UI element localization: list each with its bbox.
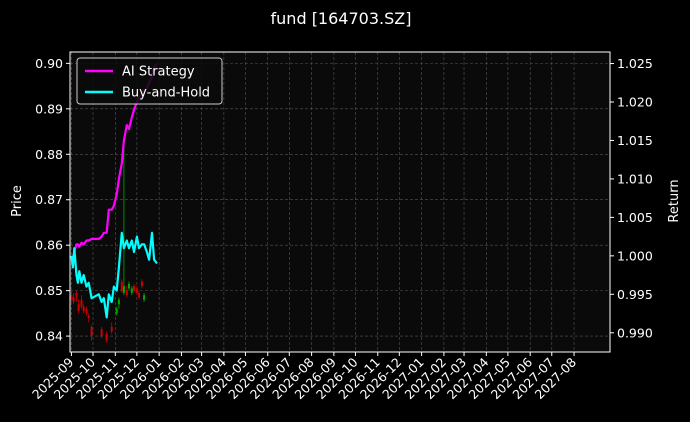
candle-body xyxy=(105,333,108,341)
y-left-tick-label: 0.87 xyxy=(35,192,63,207)
candle-body xyxy=(87,315,90,318)
candle-body xyxy=(110,327,113,332)
candle-body xyxy=(140,281,143,287)
candle-body xyxy=(80,299,83,307)
candle-body xyxy=(77,304,80,312)
candle-body xyxy=(70,295,73,300)
candle-body xyxy=(85,308,88,314)
candle-body xyxy=(117,299,120,305)
candle-body xyxy=(75,292,78,298)
y-right-tick-label: 1.025 xyxy=(617,56,653,71)
candle-body xyxy=(138,292,141,298)
y-left-tick-label: 0.85 xyxy=(35,283,63,298)
plot-frame xyxy=(69,51,611,353)
y-left-tick-label: 0.90 xyxy=(35,56,63,71)
y-left-tick-label: 0.89 xyxy=(35,101,63,116)
y-right-tick-label: 1.015 xyxy=(617,133,653,148)
candle-body xyxy=(115,308,118,314)
candle-body xyxy=(100,329,103,337)
y-right-tick-label: 1.010 xyxy=(617,171,653,186)
y-axis-left-title: Price xyxy=(10,185,25,217)
candle-body xyxy=(122,286,125,293)
y-left-tick-label: 0.88 xyxy=(35,147,63,162)
candle-body xyxy=(72,297,75,302)
chart-title: fund [164703.SZ] xyxy=(271,9,412,28)
y-right-tick-label: 0.995 xyxy=(617,287,653,302)
y-right-tick-label: 1.005 xyxy=(617,210,653,225)
candle-body xyxy=(143,295,146,300)
candle-body xyxy=(130,288,133,293)
legend-box xyxy=(76,57,223,105)
candle-body xyxy=(82,306,85,312)
series-line-buy-and-hold xyxy=(70,231,158,319)
candle-body xyxy=(132,286,135,291)
candle-body xyxy=(90,327,93,337)
y-right-tick-label: 1.020 xyxy=(617,95,653,110)
candle-body xyxy=(127,283,130,289)
legend: AI Strategy Buy-and-Hold xyxy=(76,57,223,105)
axes: 0.84 0.85 0.86 0.87 0.88 0.89 0.90 0.990 0.995 1.… xyxy=(29,51,653,402)
y-left-tick-label: 0.84 xyxy=(35,329,63,344)
y-right-tick-label: 1.000 xyxy=(617,248,653,263)
candle-body xyxy=(125,290,128,296)
candle-body xyxy=(135,288,138,293)
y-axis-right-title: Return xyxy=(667,179,682,222)
legend-label: AI Strategy xyxy=(122,65,195,80)
y-left-tick-label: 0.86 xyxy=(35,238,63,253)
y-right-tick-label: 0.990 xyxy=(617,325,653,340)
candle-body xyxy=(120,281,123,291)
legend-label: Buy-and-Hold xyxy=(122,86,210,101)
